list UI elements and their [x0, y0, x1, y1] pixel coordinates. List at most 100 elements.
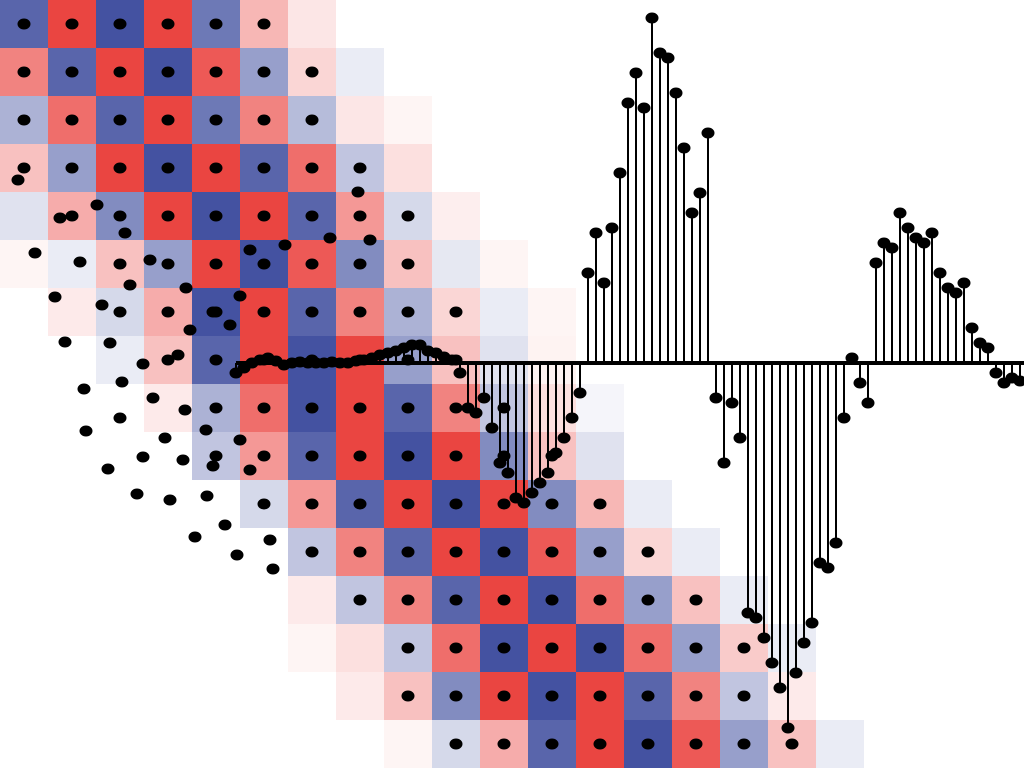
- scatter-dot: [363, 234, 377, 246]
- cell-dot: [449, 546, 463, 558]
- stem-head: [637, 102, 651, 114]
- cell-dot: [545, 546, 559, 558]
- scatter-dot: [73, 256, 87, 268]
- cell-dot: [497, 738, 511, 750]
- stem-head: [565, 412, 579, 424]
- cell-dot: [449, 402, 463, 414]
- cell-dot: [353, 162, 367, 174]
- scatter-dot: [351, 186, 365, 198]
- stem-head: [685, 207, 699, 219]
- stem-head: [749, 612, 763, 624]
- stem-head: [517, 497, 531, 509]
- stem-head: [893, 207, 907, 219]
- cell-dot: [257, 114, 271, 126]
- cell-dot: [209, 450, 223, 462]
- scatter-dot: [11, 174, 25, 186]
- cell-dot: [161, 114, 175, 126]
- heatmap-cell: [288, 0, 336, 48]
- cell-dot: [449, 450, 463, 462]
- cell-dot: [593, 546, 607, 558]
- scatter-dot: [118, 227, 132, 239]
- heatmap-cell: [0, 192, 48, 240]
- stem-head: [709, 392, 723, 404]
- cell-dot: [689, 642, 703, 654]
- cell-dot: [353, 498, 367, 510]
- cell-dot: [401, 402, 415, 414]
- cell-dot: [65, 18, 79, 30]
- cell-dot: [353, 450, 367, 462]
- cell-dot: [737, 738, 751, 750]
- scatter-dot: [53, 212, 67, 224]
- cell-dot: [305, 306, 319, 318]
- cell-dot: [593, 594, 607, 606]
- stem-head: [485, 422, 499, 434]
- stem-head: [533, 477, 547, 489]
- stem-head: [621, 97, 635, 109]
- cell-dot: [65, 210, 79, 222]
- heatmap-cell: [768, 672, 816, 720]
- cell-dot: [257, 66, 271, 78]
- stem-head: [605, 222, 619, 234]
- scatter-dot: [266, 563, 280, 575]
- heatmap-cell: [528, 384, 576, 432]
- heatmap-cell: [336, 672, 384, 720]
- stem-head: [557, 432, 571, 444]
- stem-head: [661, 52, 675, 64]
- cell-dot: [65, 66, 79, 78]
- cell-dot: [401, 258, 415, 270]
- stem-head: [589, 227, 603, 239]
- cell-dot: [257, 18, 271, 30]
- cell-dot: [113, 114, 127, 126]
- scatter-dot: [143, 254, 157, 266]
- cell-dot: [353, 402, 367, 414]
- cell-dot: [593, 642, 607, 654]
- cell-dot: [401, 546, 415, 558]
- scatter-dot: [90, 199, 104, 211]
- cell-dot: [113, 306, 127, 318]
- scatter-dot: [136, 358, 150, 370]
- stem-head: [701, 127, 715, 139]
- cell-dot: [737, 642, 751, 654]
- cell-dot: [689, 738, 703, 750]
- cell-dot: [545, 498, 559, 510]
- cell-dot: [401, 210, 415, 222]
- scatter-dot: [163, 494, 177, 506]
- stem-head: [493, 457, 507, 469]
- heatmap-cell: [480, 336, 528, 384]
- heatmap-cell: [336, 624, 384, 672]
- cell-dot: [449, 642, 463, 654]
- cell-dot: [593, 738, 607, 750]
- scatter-dot: [183, 324, 197, 336]
- scatter-dot: [323, 232, 337, 244]
- cell-dot: [257, 498, 271, 510]
- cell-dot: [593, 690, 607, 702]
- scatter-dot: [230, 549, 244, 561]
- stem-head: [965, 322, 979, 334]
- cell-dot: [65, 114, 79, 126]
- stem-head: [1013, 375, 1024, 387]
- heatmap-cell: [432, 192, 480, 240]
- cell-dot: [401, 690, 415, 702]
- cell-dot: [305, 402, 319, 414]
- heatmap-cell: [336, 48, 384, 96]
- stem-head: [677, 142, 691, 154]
- cell-dot: [17, 18, 31, 30]
- stem-head: [989, 367, 1003, 379]
- cell-dot: [209, 402, 223, 414]
- cell-dot: [401, 498, 415, 510]
- stem-head: [773, 682, 787, 694]
- scatter-dot: [101, 463, 115, 475]
- heatmap-cell: [480, 240, 528, 288]
- stem-head: [885, 242, 899, 254]
- cell-dot: [401, 642, 415, 654]
- cell-dot: [593, 498, 607, 510]
- cell-dot: [161, 210, 175, 222]
- scatter-dot: [58, 336, 72, 348]
- scatter-dot: [77, 383, 91, 395]
- heatmap-cell: [384, 720, 432, 768]
- stem-head: [717, 457, 731, 469]
- stem-plot: [229, 12, 1024, 734]
- stem-head: [789, 667, 803, 679]
- stem-head: [733, 432, 747, 444]
- scatter-dot: [28, 247, 42, 259]
